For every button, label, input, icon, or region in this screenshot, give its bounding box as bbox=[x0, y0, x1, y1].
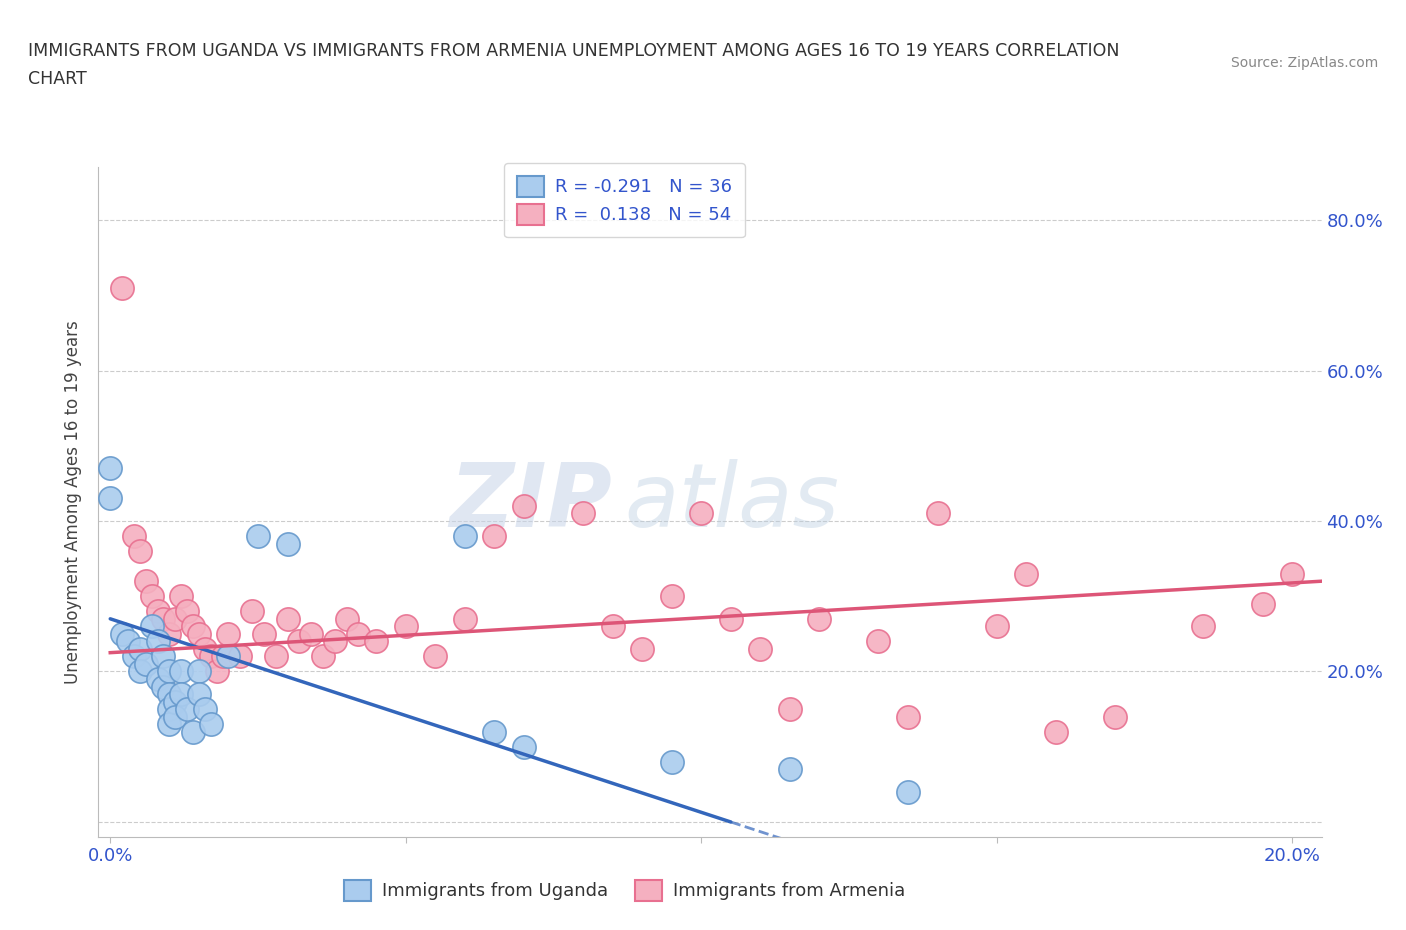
Point bbox=[986, 618, 1008, 633]
Point bbox=[1045, 724, 1067, 739]
Point bbox=[165, 694, 187, 709]
Point bbox=[135, 657, 157, 671]
Point bbox=[181, 618, 204, 633]
Point bbox=[170, 589, 193, 604]
Point bbox=[176, 604, 198, 618]
Point bbox=[323, 634, 346, 649]
Point bbox=[868, 634, 890, 649]
Point bbox=[187, 686, 209, 701]
Point bbox=[194, 642, 217, 657]
Point bbox=[1192, 618, 1215, 633]
Point bbox=[98, 461, 121, 476]
Point bbox=[288, 634, 311, 649]
Point bbox=[484, 724, 506, 739]
Text: CHART: CHART bbox=[28, 70, 87, 87]
Point bbox=[157, 664, 180, 679]
Point bbox=[141, 589, 163, 604]
Point bbox=[157, 701, 180, 716]
Point bbox=[631, 642, 654, 657]
Point bbox=[200, 649, 222, 664]
Point bbox=[808, 611, 831, 626]
Point bbox=[217, 649, 239, 664]
Point bbox=[897, 710, 920, 724]
Point bbox=[299, 627, 322, 642]
Point bbox=[217, 627, 239, 642]
Point bbox=[749, 642, 772, 657]
Point bbox=[170, 686, 193, 701]
Point bbox=[157, 627, 180, 642]
Point bbox=[312, 649, 335, 664]
Point bbox=[141, 618, 163, 633]
Point bbox=[128, 664, 150, 679]
Point bbox=[513, 498, 536, 513]
Point bbox=[211, 649, 233, 664]
Point bbox=[152, 649, 174, 664]
Point bbox=[1281, 566, 1303, 581]
Point bbox=[122, 528, 145, 543]
Point bbox=[336, 611, 359, 626]
Point bbox=[111, 280, 134, 295]
Point bbox=[602, 618, 624, 633]
Point bbox=[1015, 566, 1038, 581]
Point bbox=[246, 528, 269, 543]
Point bbox=[1104, 710, 1126, 724]
Point bbox=[690, 506, 713, 521]
Point bbox=[176, 701, 198, 716]
Legend: Immigrants from Uganda, Immigrants from Armenia: Immigrants from Uganda, Immigrants from … bbox=[329, 865, 920, 915]
Point bbox=[187, 627, 209, 642]
Point bbox=[276, 611, 298, 626]
Point bbox=[157, 717, 180, 732]
Point bbox=[187, 664, 209, 679]
Text: ZIP: ZIP bbox=[450, 458, 612, 546]
Point bbox=[572, 506, 595, 521]
Point bbox=[146, 671, 169, 686]
Point bbox=[157, 686, 180, 701]
Y-axis label: Unemployment Among Ages 16 to 19 years: Unemployment Among Ages 16 to 19 years bbox=[65, 320, 83, 684]
Point bbox=[425, 649, 447, 664]
Point bbox=[253, 627, 276, 642]
Point bbox=[240, 604, 263, 618]
Point bbox=[1251, 596, 1274, 611]
Point bbox=[229, 649, 252, 664]
Point bbox=[146, 634, 169, 649]
Point bbox=[194, 701, 217, 716]
Point bbox=[264, 649, 287, 664]
Point bbox=[205, 664, 228, 679]
Point bbox=[170, 664, 193, 679]
Point bbox=[117, 634, 139, 649]
Point bbox=[779, 701, 801, 716]
Point bbox=[98, 491, 121, 506]
Point bbox=[513, 739, 536, 754]
Point bbox=[165, 710, 187, 724]
Point bbox=[128, 544, 150, 559]
Point bbox=[135, 574, 157, 589]
Point bbox=[122, 649, 145, 664]
Point bbox=[454, 611, 477, 626]
Point bbox=[200, 717, 222, 732]
Point bbox=[165, 611, 187, 626]
Point bbox=[484, 528, 506, 543]
Text: IMMIGRANTS FROM UGANDA VS IMMIGRANTS FROM ARMENIA UNEMPLOYMENT AMONG AGES 16 TO : IMMIGRANTS FROM UGANDA VS IMMIGRANTS FRO… bbox=[28, 42, 1119, 60]
Point bbox=[276, 536, 298, 551]
Point bbox=[897, 784, 920, 799]
Point bbox=[927, 506, 949, 521]
Text: Source: ZipAtlas.com: Source: ZipAtlas.com bbox=[1230, 56, 1378, 70]
Point bbox=[128, 642, 150, 657]
Point bbox=[146, 604, 169, 618]
Point bbox=[347, 627, 370, 642]
Point bbox=[111, 627, 134, 642]
Point bbox=[779, 762, 801, 777]
Point bbox=[454, 528, 477, 543]
Point bbox=[366, 634, 388, 649]
Point bbox=[152, 611, 174, 626]
Point bbox=[395, 618, 418, 633]
Point bbox=[152, 679, 174, 694]
Point bbox=[181, 724, 204, 739]
Text: atlas: atlas bbox=[624, 459, 839, 545]
Point bbox=[720, 611, 742, 626]
Point bbox=[661, 754, 683, 769]
Point bbox=[661, 589, 683, 604]
